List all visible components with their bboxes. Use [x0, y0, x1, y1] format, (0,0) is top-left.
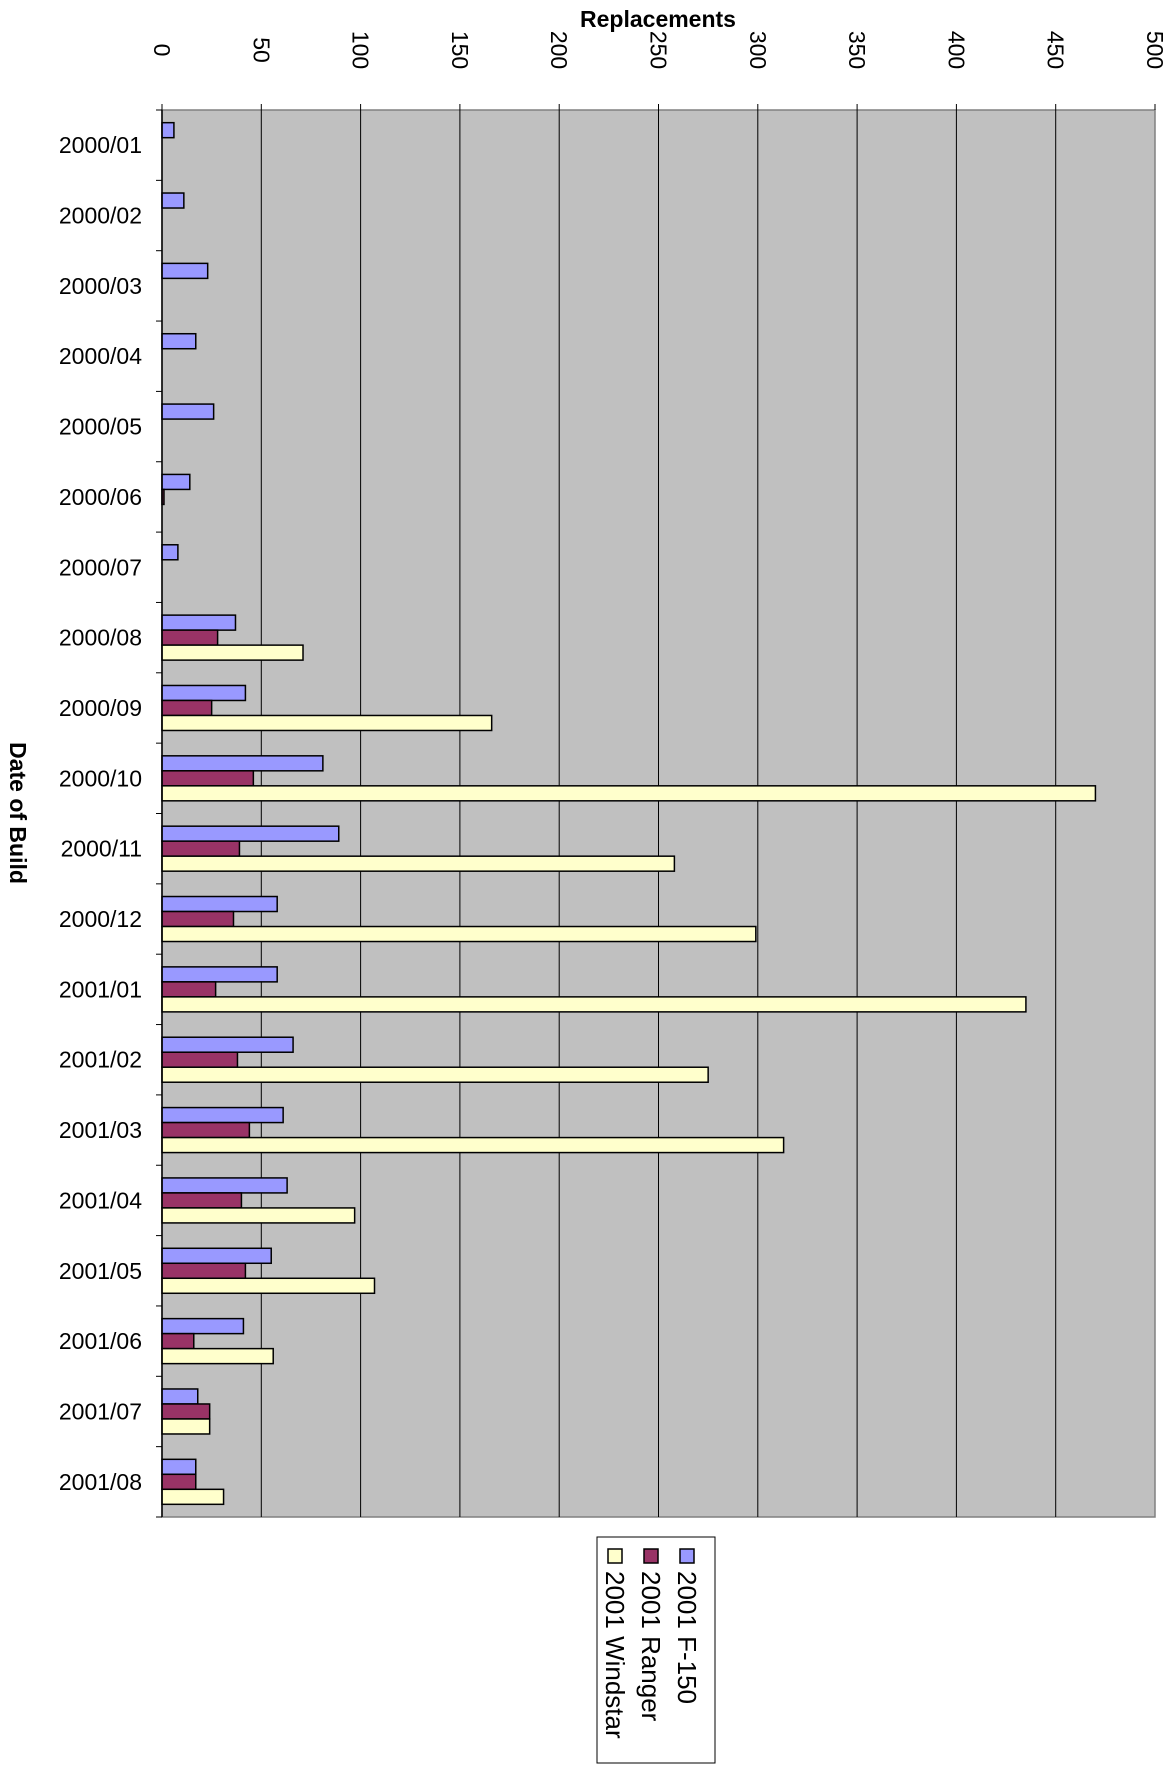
y-tick-label: 2001/04	[59, 1187, 142, 1213]
y-tick-label: 2001/08	[59, 1469, 142, 1495]
bar	[161, 825, 340, 842]
bar	[161, 1136, 785, 1154]
bar	[161, 1317, 245, 1335]
y-tick-label: 2000/11	[61, 836, 142, 862]
x-tick-label: 50	[248, 37, 274, 63]
x-tick-label: 150	[447, 31, 473, 69]
bar	[161, 1207, 356, 1224]
bar	[161, 262, 209, 280]
x-tick-label: 400	[943, 31, 969, 69]
y-tick-label: 2000/02	[59, 203, 142, 229]
bar	[161, 895, 278, 913]
bar	[161, 121, 175, 139]
y-tick-label: 2000/08	[59, 625, 142, 651]
axes: 0 50 100 150 200 250 300 350 400 450 500 2000/01 200…	[59, 31, 1168, 1518]
y-tick-label: 2001/06	[59, 1328, 142, 1354]
bar	[161, 981, 217, 998]
bar	[161, 966, 278, 983]
x-axis-title: Replacements	[580, 6, 736, 32]
legend-swatch	[607, 1548, 623, 1564]
legend-label: 2001 Ranger	[636, 1571, 666, 1722]
bar	[161, 629, 219, 646]
bar	[161, 1332, 195, 1350]
bar	[161, 473, 191, 491]
bar	[161, 1473, 197, 1491]
bar	[161, 614, 237, 631]
bar	[161, 910, 235, 928]
x-tick-label: 250	[646, 31, 672, 69]
bar	[161, 1418, 211, 1435]
y-axis-title: Date of Build	[5, 742, 31, 884]
bar	[161, 1106, 284, 1124]
bar	[161, 996, 1027, 1013]
x-tick-label: 500	[1142, 31, 1168, 69]
y-tick-label: 2001/07	[59, 1398, 142, 1424]
bar	[161, 770, 255, 787]
bar	[161, 1388, 199, 1405]
bar	[161, 1347, 274, 1365]
y-tick-label: 2000/07	[59, 554, 142, 580]
legend-swatch	[643, 1548, 659, 1564]
x-tick-label: 450	[1043, 31, 1069, 69]
y-tick-label: 2000/01	[59, 132, 142, 158]
bar	[161, 1066, 709, 1083]
bar	[161, 1403, 211, 1420]
bar	[161, 192, 185, 209]
y-tick-label: 2001/03	[59, 1117, 142, 1143]
x-tick-label: 0	[149, 44, 175, 57]
y-tick-label: 2000/12	[59, 906, 142, 932]
bars	[161, 121, 1097, 1506]
bar	[161, 1247, 272, 1265]
y-tick-label: 2001/05	[59, 1258, 142, 1284]
bar	[161, 1277, 376, 1295]
y-tick-label: 2000/10	[59, 765, 142, 791]
x-tick-label: 300	[745, 31, 771, 69]
bar	[161, 1458, 197, 1476]
y-tick-label: 2000/05	[59, 414, 142, 440]
bar	[161, 1488, 225, 1506]
x-tick-label: 350	[844, 31, 870, 69]
bar	[161, 714, 493, 732]
bar	[161, 840, 241, 857]
bar	[161, 1036, 294, 1053]
bar	[161, 1192, 243, 1209]
bar	[161, 1121, 251, 1139]
legend-label: 2001 Windstar	[600, 1571, 630, 1739]
y-tick-label: 2000/06	[59, 484, 142, 510]
bar	[161, 1051, 239, 1068]
bar	[161, 1262, 247, 1280]
x-tick-label: 200	[546, 31, 572, 69]
bar	[161, 855, 676, 872]
x-tick-label: 100	[348, 31, 374, 69]
legend-label: 2001 F-150	[672, 1571, 702, 1704]
bar	[161, 699, 213, 717]
bar	[161, 544, 179, 561]
y-tick-label: 2001/02	[59, 1047, 142, 1073]
bar	[161, 925, 757, 943]
bar	[161, 332, 197, 350]
y-tick-label: 2000/03	[59, 273, 142, 299]
y-tick-label: 2001/01	[59, 976, 142, 1002]
bar	[161, 755, 324, 772]
bar	[161, 684, 247, 702]
bar	[161, 1177, 288, 1194]
bar	[161, 785, 1097, 802]
bar	[161, 403, 215, 420]
legend-box	[596, 1536, 716, 1764]
bar	[161, 644, 304, 661]
y-tick-label: 2000/04	[59, 343, 142, 369]
y-tick-label: 2000/09	[59, 695, 142, 721]
legend-swatch	[679, 1548, 695, 1564]
